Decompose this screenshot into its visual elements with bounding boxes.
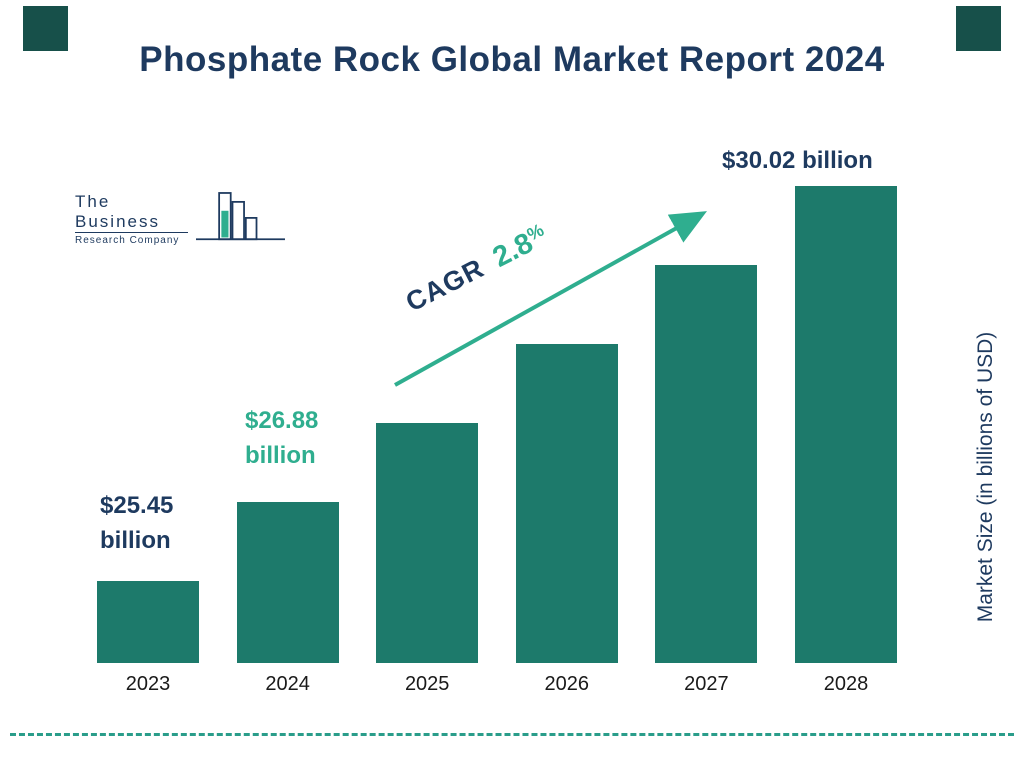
y-axis-label: Market Size (in billions of USD) — [974, 331, 997, 623]
x-tick-label-2028: 2028 — [823, 673, 869, 695]
bar-2026 — [515, 344, 618, 663]
bar-column-2023: 2023 — [97, 581, 199, 698]
x-tick-label-2024: 2024 — [265, 673, 310, 695]
page-title: Phosphate Rock Global Market Report 2024 — [139, 40, 885, 79]
bar-column-2026: 2026 — [515, 344, 618, 698]
logo-bars-icon — [196, 192, 285, 241]
x-tick-label-2025: 2025 — [404, 673, 450, 695]
corner-square-right — [956, 6, 1001, 51]
cagr-trend-arrow — [394, 211, 707, 387]
bar-2023 — [97, 581, 199, 663]
value-label-2024-unit: billion — [245, 442, 316, 469]
bar-column-2027: 2027 — [655, 265, 758, 698]
company-logo: The Business Research Company — [75, 188, 285, 246]
x-tick-label-2026: 2026 — [544, 673, 590, 695]
bar-column-2025: 2025 — [376, 423, 479, 698]
value-label-2024-amount: $26.88 — [245, 407, 319, 434]
logo-line2: Research Company — [75, 232, 189, 246]
value-label-2023-amount: $25.45 — [100, 492, 174, 519]
bar-2027 — [655, 265, 758, 663]
bottom-dashed-divider — [10, 733, 1014, 736]
x-tick-label-2023: 2023 — [125, 673, 171, 695]
value-label-2023-unit: billion — [100, 527, 171, 554]
logo-text: The Business Research Company — [75, 192, 189, 246]
bar-2024 — [236, 502, 339, 663]
value-label-2024: $26.88 billion — [245, 403, 318, 473]
bar-2028 — [794, 186, 897, 663]
corner-square-left — [23, 6, 68, 51]
value-label-2028: $30.02 billion — [722, 147, 873, 174]
bar-column-2028: 2028 — [794, 186, 897, 698]
x-tick-label-2027: 2027 — [684, 673, 729, 695]
bar-column-2024: 2024 — [236, 502, 339, 698]
bar-chart: 2023 2024 2025 2026 2027 2028 — [97, 73, 897, 698]
bar-2025 — [376, 423, 479, 663]
value-label-2023: $25.45 billion — [100, 488, 173, 558]
logo-line1: The Business — [75, 192, 160, 231]
